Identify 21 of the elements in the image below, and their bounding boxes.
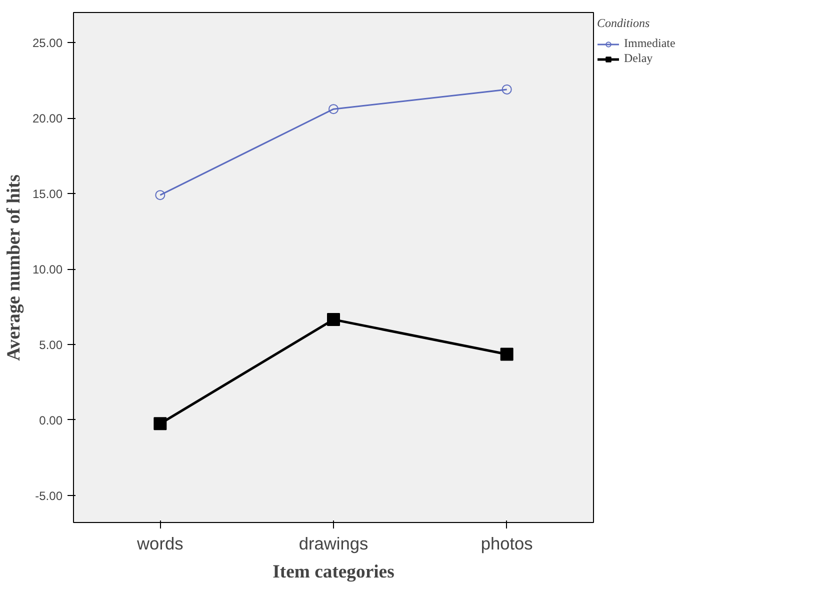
point — [154, 417, 167, 430]
point — [327, 313, 340, 326]
y-tick-label: 5.00 — [39, 338, 63, 352]
y-tick-label: -5.00 — [35, 488, 63, 503]
x-tick-label: words — [136, 534, 184, 554]
point — [328, 104, 338, 114]
y-tick-label: 0.00 — [39, 413, 63, 428]
x-tick-label: drawings — [298, 534, 369, 554]
y-tick-label: 20.00 — [32, 112, 63, 126]
y-tick-label: 10.00 — [32, 262, 63, 277]
point — [502, 84, 512, 94]
legend-label: Delay — [624, 51, 653, 66]
legend-label: Immediate — [624, 36, 676, 51]
x-tick-label: photos — [480, 534, 534, 554]
legend-title: Conditions — [597, 16, 651, 31]
point — [500, 348, 514, 361]
point — [155, 190, 166, 200]
x-axis-title: Item categories — [272, 562, 394, 582]
y-tick-label: 15.00 — [32, 187, 63, 202]
y-tick-label: 25.00 — [32, 36, 63, 50]
y-axis-title: Average number of hits — [3, 174, 24, 361]
